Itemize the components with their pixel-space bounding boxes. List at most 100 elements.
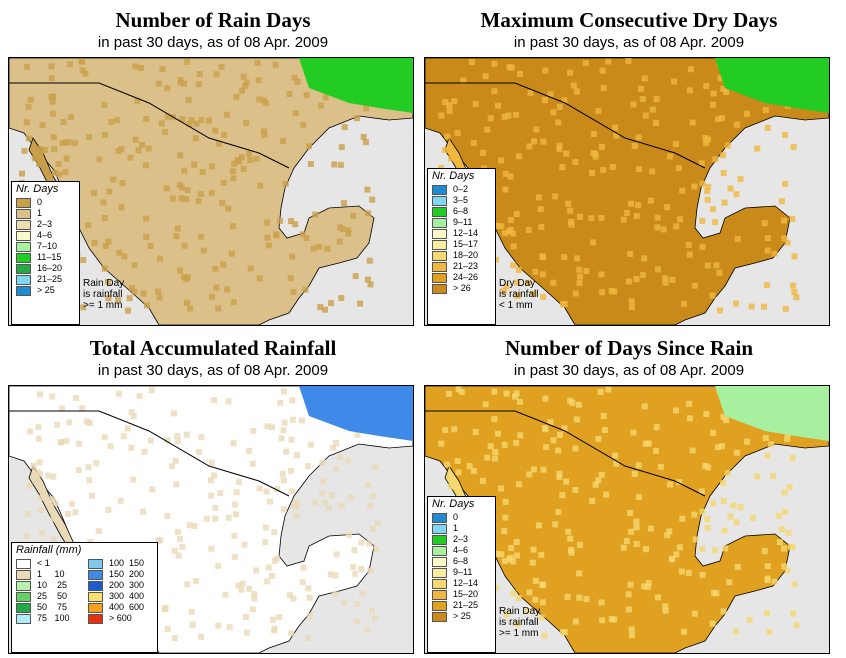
map-cell [292,221,299,228]
map-cell [510,243,517,250]
map-cell [502,186,509,193]
map-cell [25,103,32,110]
map-cell [508,217,515,224]
map-cell [451,98,458,105]
map-cell [370,492,377,499]
map-cell [762,107,769,113]
map-cell [547,91,554,98]
map-cell [686,400,693,407]
map-cell [514,279,521,286]
map-cell [269,616,276,623]
map-cell [703,140,709,147]
map-cell [542,426,549,433]
legend-item: 16–20 [12,263,79,274]
map-cell [608,288,615,294]
map-cell [230,440,237,447]
map-cell [300,564,307,571]
map-cell [333,551,340,558]
map-cell [247,157,254,164]
map-cell [155,80,162,87]
panel-subtitle: in past 30 days, as of 08 Apr. 2009 [97,362,329,379]
map-cell [438,440,445,447]
map-cell [686,251,693,258]
map-cell [373,546,380,553]
map-cell [164,626,171,633]
map-cell [645,440,652,447]
map-cell [117,497,124,504]
map-cell [698,488,705,495]
map-cell [292,110,299,117]
map-cell [539,271,546,278]
map-cell [789,454,796,461]
map-cell [720,170,727,176]
map-cell [602,427,608,433]
map-cell [188,117,195,123]
map-cell [613,460,620,467]
map-cell [188,608,195,615]
legend-label: 50 75 [37,602,68,612]
map-cell [515,595,522,601]
map-cell [677,544,683,551]
map-cell [438,112,445,119]
map-cell [780,545,787,552]
map-cell [80,257,87,263]
legend-label: 1 10 [37,569,65,579]
map-cell [653,447,659,454]
map-cell [36,459,43,466]
map-cell [778,198,785,205]
map-cell [633,213,640,219]
map-cell [367,281,374,288]
map-cell [561,254,568,261]
map-cell [302,286,309,293]
map-cell [303,234,310,241]
map-cell [705,464,712,471]
map-cell [56,171,63,178]
map-cell [569,399,576,406]
map-cell [161,606,168,613]
map-cell [721,527,728,534]
map-cell [305,143,312,150]
map-cell [542,395,549,402]
map-cell [120,433,127,440]
map-cell [224,111,230,118]
map-cell [482,73,489,80]
map-cell [784,436,791,443]
map-cell [181,80,188,87]
map-cell [713,262,720,269]
map-cell [744,438,750,445]
legend-swatch [16,230,31,241]
legend-item: 300 400 [84,591,144,602]
map-cell [319,490,326,497]
map-cell [271,557,278,564]
map-cell [576,594,583,601]
legend-label: 16–20 [37,263,63,273]
map-cell [162,129,169,135]
map-cell [506,64,513,71]
map-cell [134,97,141,104]
map-cell [494,550,501,557]
map-cell [269,572,276,579]
map-cell [288,488,295,495]
map-cell [179,543,186,550]
map-cell [444,133,451,140]
map-cell [641,583,648,590]
legend-item: 11–15 [12,252,79,263]
map-cell [709,292,716,299]
map-cell [672,141,679,147]
map-cell [704,188,711,195]
map-cell [147,243,154,249]
map-cell [208,492,215,499]
legend-days-since-rain: Nr. Days 0 1 2–3 4–6 6–8 9–11 12–14 15–20 21–25 >… [427,496,496,653]
map-cell [299,417,305,424]
map-cell [341,124,348,131]
map-cell [240,165,247,172]
map-cell [317,102,324,109]
map-cell [507,173,514,180]
map-cell [539,599,546,606]
map-cell [262,539,269,546]
map-cell [589,497,596,504]
map-cell [324,245,331,252]
map-cell [505,112,512,119]
map-cell [561,97,568,104]
map-cell [538,614,545,621]
